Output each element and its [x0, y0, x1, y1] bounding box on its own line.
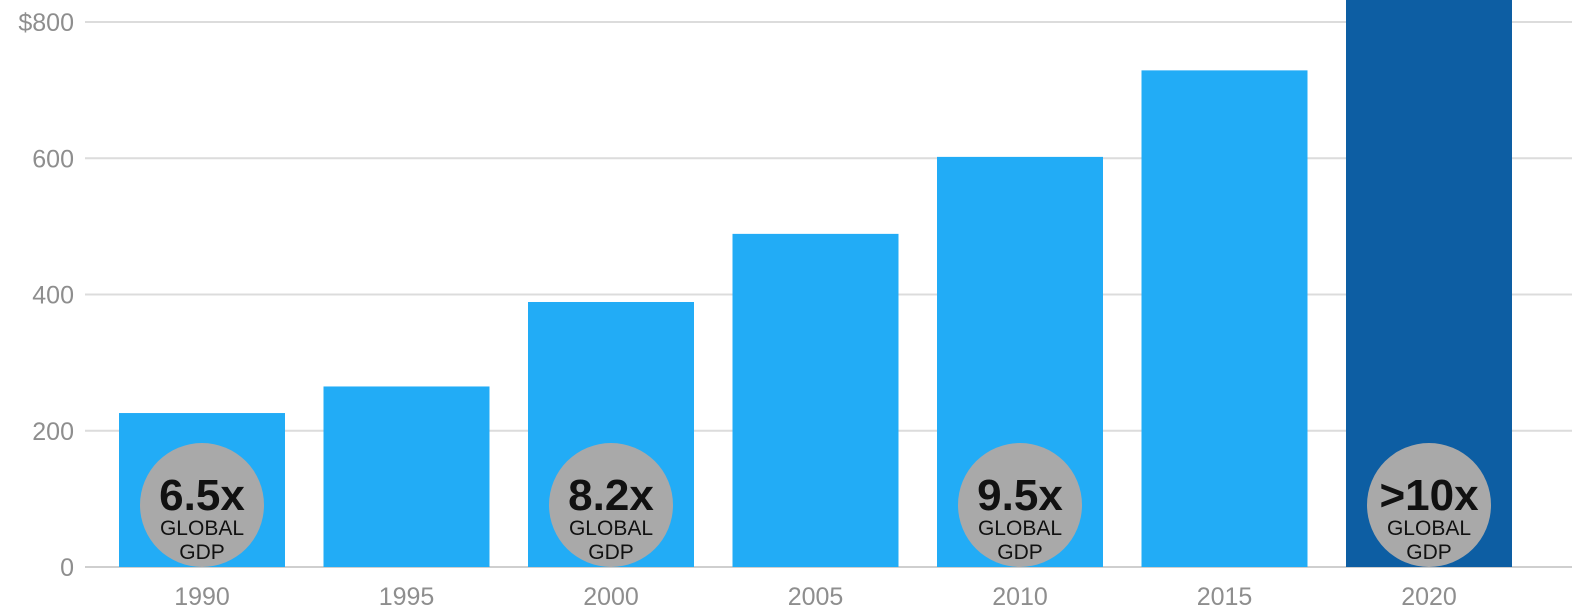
y-tick-label: 600 [32, 145, 74, 173]
badge-circle [1367, 443, 1491, 567]
badge-line-2: GDP [1406, 541, 1452, 564]
y-tick-label: 400 [32, 282, 74, 310]
y-tick-label: $800 [18, 9, 74, 37]
y-tick-label: 200 [32, 418, 74, 446]
x-tick-label: 1995 [379, 583, 435, 611]
x-axis: 1990 1995 2000 2005 2010 2015 2020 [174, 583, 1457, 611]
badge-line-1: GLOBAL [160, 517, 244, 540]
x-tick-label: 2010 [992, 583, 1048, 611]
badge-multiple-label: 9.5x [977, 471, 1063, 520]
badge-line-1: GLOBAL [569, 517, 653, 540]
x-tick-label: 2000 [583, 583, 639, 611]
badge-circle [140, 443, 264, 567]
bar-1995 [323, 386, 490, 567]
badge-line-2: GDP [588, 541, 634, 564]
x-tick-label: 1990 [174, 583, 230, 611]
bar-2015 [1141, 70, 1308, 568]
badge-line-1: GLOBAL [1387, 517, 1471, 540]
bar-2005 [732, 233, 899, 567]
badge-multiple-label: 8.2x [568, 471, 654, 520]
x-tick-label: 2015 [1197, 583, 1253, 611]
badge-line-1: GLOBAL [978, 517, 1062, 540]
x-tick-label: 2005 [788, 583, 844, 611]
badge-multiple-label: >10x [1379, 471, 1479, 520]
badges-layer: 6.5xGLOBALGDP8.2xGLOBALGDP9.5xGLOBALGDP>… [140, 443, 1491, 567]
y-tick-label: 0 [60, 554, 74, 582]
badge-line-2: GDP [997, 541, 1043, 564]
badge-circle [549, 443, 673, 567]
badge-circle [958, 443, 1082, 567]
x-tick-label: 2020 [1401, 583, 1457, 611]
badge-line-2: GDP [179, 541, 225, 564]
badge-multiple-label: 6.5x [159, 471, 245, 520]
y-axis: 0 200 400 600 $800 [18, 9, 74, 582]
bars-layer [119, 0, 1512, 568]
